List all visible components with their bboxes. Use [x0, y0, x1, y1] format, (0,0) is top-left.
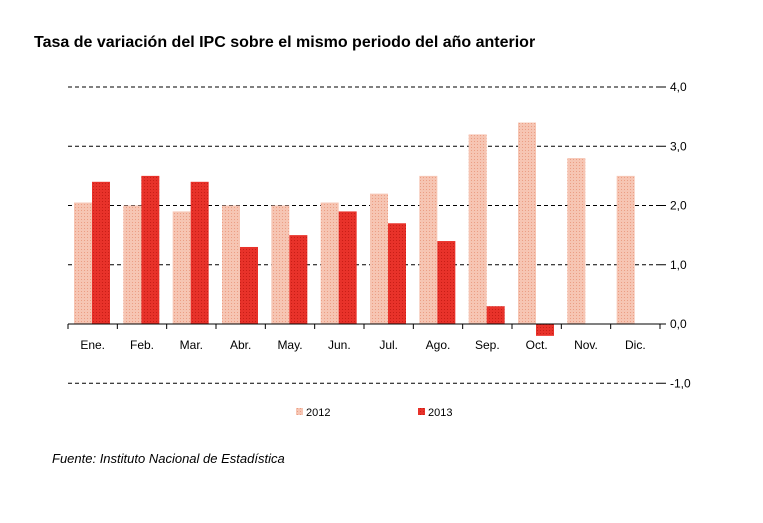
bar-2012-0 [74, 202, 92, 324]
x-tick-label: Mar. [180, 338, 203, 352]
x-tick-label: May. [277, 338, 302, 352]
y-tick-label: 1,0 [670, 258, 687, 272]
x-tick-label: Ago. [426, 338, 451, 352]
y-tick-label: 2,0 [670, 199, 687, 213]
x-tick-label: Dic. [625, 338, 646, 352]
bar-2013-0 [92, 181, 110, 324]
x-tick-label: Abr. [230, 338, 251, 352]
bar-2013-2 [190, 181, 209, 324]
bars [74, 122, 635, 336]
x-tick-label: Ene. [80, 338, 105, 352]
y-tick-label: 0,0 [670, 317, 687, 331]
legend-label-2012: 2012 [306, 407, 330, 419]
legend-swatch-2012 [296, 408, 303, 415]
source-note: Fuente: Instituto Nacional de Estadístic… [52, 451, 285, 466]
bar-2013-8 [486, 306, 505, 324]
legend-swatch-2013 [418, 408, 425, 415]
x-axis [67, 323, 661, 329]
bar-2012-6 [370, 193, 388, 324]
x-tick-label: Jun. [328, 338, 351, 352]
gridlines [68, 86, 666, 384]
x-tick-label: Sep. [475, 338, 500, 352]
bar-2012-8 [468, 134, 487, 324]
bar-2012-10 [567, 158, 586, 324]
legend: 2012 2013 [296, 407, 452, 419]
y-tick-label: 4,0 [670, 80, 687, 94]
y-tick-label: 3,0 [670, 139, 687, 153]
x-tick-label: Jul. [379, 338, 398, 352]
x-tick-label: Nov. [574, 338, 598, 352]
bar-2013-5 [338, 211, 357, 324]
bar-2012-7 [419, 175, 438, 324]
bar-2012-2 [172, 211, 191, 324]
bar-2012-11 [616, 175, 635, 324]
y-tick-label: -1,0 [670, 376, 691, 390]
axis-labels: 4,0 3,0 2,0 1,0 0,0 -1,0 Ene. Feb. Mar. Abr. May. J… [80, 80, 691, 390]
bar-2013-3 [240, 246, 258, 324]
bar-2012-5 [320, 202, 339, 324]
bar-2012-3 [222, 205, 240, 324]
legend-label-2013: 2013 [428, 407, 452, 419]
bar-2012-1 [123, 205, 142, 324]
bar-2013-4 [289, 235, 308, 324]
bar-2013-9 [536, 324, 554, 336]
bar-2013-1 [141, 175, 160, 324]
bar-2012-4 [271, 205, 290, 324]
x-tick-label: Oct. [526, 338, 548, 352]
chart-title: Tasa de variación del IPC sobre el mismo… [34, 34, 536, 51]
bar-2012-9 [518, 122, 536, 324]
bar-2013-7 [437, 241, 456, 324]
x-tick-label: Feb. [130, 338, 154, 352]
bar-2013-6 [388, 223, 406, 324]
